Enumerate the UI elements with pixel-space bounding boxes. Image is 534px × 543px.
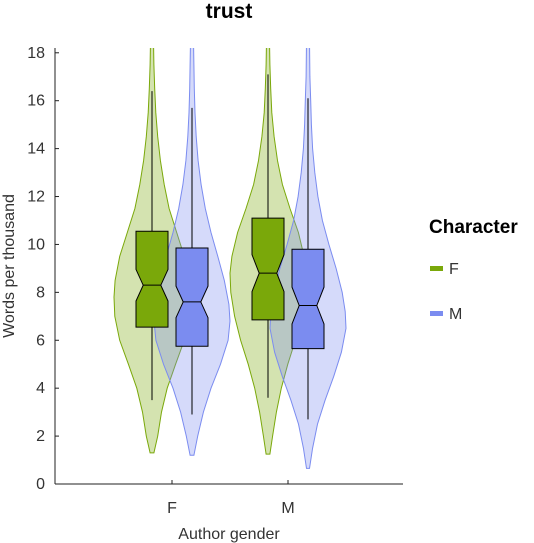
y-tick-label-6: 6 (36, 332, 45, 349)
y-tick-label-4: 4 (36, 380, 45, 397)
y-tick-label-8: 8 (36, 284, 45, 301)
chart-title: trust (206, 0, 253, 23)
box-M-M (291, 248, 325, 350)
legend: Character F M (429, 217, 518, 323)
axes: 0 2 4 6 8 10 12 14 16 18 F M (27, 45, 403, 517)
x-tick-label-M: M (281, 500, 294, 517)
x-axis-label: Author gender (178, 526, 280, 543)
box-M-F (175, 247, 209, 347)
legend-swatch-F (430, 266, 443, 271)
box-F-F (135, 230, 169, 328)
box-F-M (251, 217, 285, 321)
y-tick-label-18: 18 (27, 45, 45, 62)
y-tick-label-2: 2 (36, 428, 45, 445)
legend-label-M: M (449, 306, 462, 323)
plot-area (113, 48, 347, 469)
y-tick-label-10: 10 (27, 236, 45, 253)
legend-swatch-M (430, 311, 443, 316)
legend-title: Character (429, 217, 518, 238)
legend-label-F: F (449, 261, 459, 278)
y-tick-label-12: 12 (27, 189, 45, 206)
x-tick-label-F: F (167, 500, 177, 517)
y-tick-label-16: 16 (27, 93, 45, 110)
y-tick-label-14: 14 (27, 141, 45, 158)
y-axis-label: Words per thousand (1, 194, 18, 338)
y-tick-label-0: 0 (36, 476, 45, 493)
